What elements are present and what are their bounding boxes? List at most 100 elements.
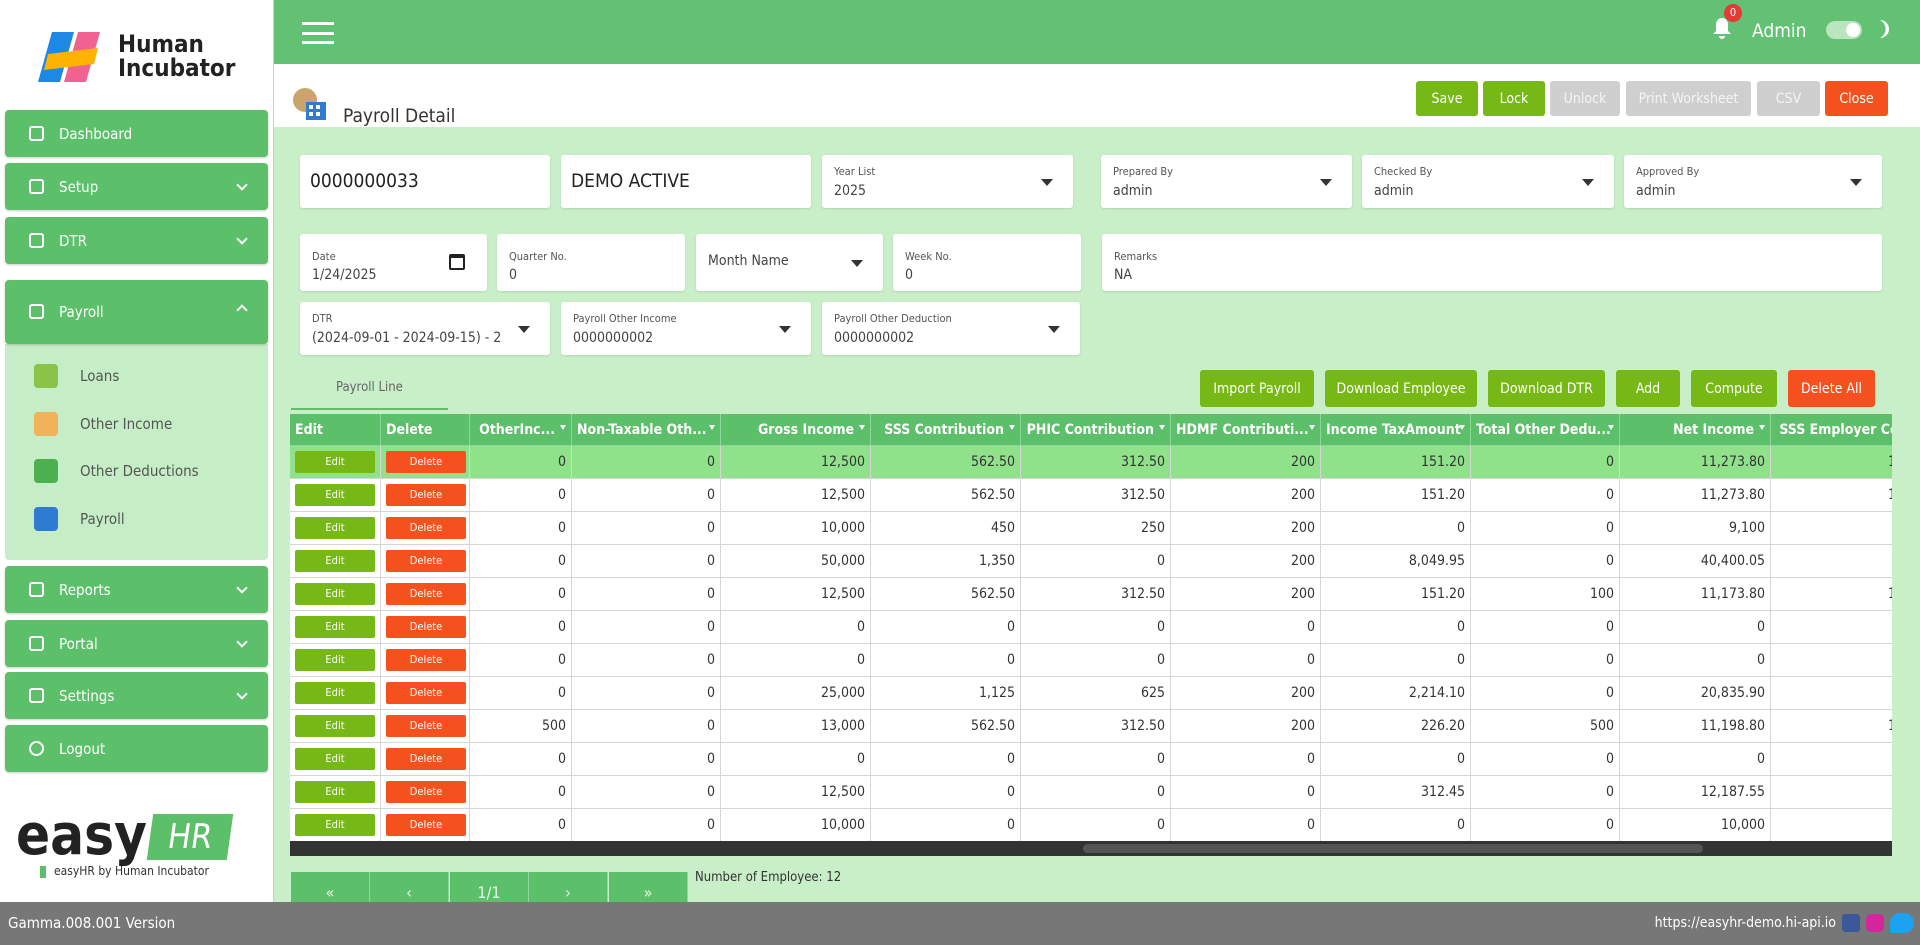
delete-button[interactable]: Delete [386, 814, 466, 836]
table-action[interactable]: Import Payroll [1200, 370, 1314, 407]
form-field[interactable]: Approved By admin [1624, 155, 1882, 208]
name-input[interactable]: DEMO ACTIVE [561, 155, 811, 208]
form-field[interactable]: Prepared By admin [1101, 155, 1352, 208]
form-field[interactable]: Year List 2025 [822, 155, 1073, 208]
column-header[interactable]: HDMF Contributi... [1171, 414, 1321, 446]
menu-item[interactable]: Portal [5, 620, 268, 667]
form-field[interactable]: Date 1/24/2025 [300, 234, 487, 291]
code-input[interactable]: 0000000033 [300, 155, 550, 208]
edit-button[interactable]: Edit [295, 616, 375, 638]
delete-cell: Delete [381, 479, 470, 512]
edit-button[interactable]: Edit [295, 484, 375, 506]
user-name[interactable]: Admin [1752, 20, 1807, 42]
table-cell: 312.50 [1021, 479, 1171, 512]
submenu-item[interactable]: Other Deductions [80, 462, 199, 480]
form-field[interactable]: DTR (2024-09-01 - 2024-09-15) - 2 [300, 302, 550, 355]
instagram-icon[interactable] [1866, 914, 1884, 932]
menu-item[interactable]: Reports [5, 566, 268, 613]
table-action[interactable]: Download Employee [1325, 370, 1477, 407]
edit-button[interactable]: Edit [295, 550, 375, 572]
delete-button[interactable]: Delete [386, 781, 466, 803]
menu-label: Reports [59, 580, 111, 599]
table-cell: 562.50 [871, 710, 1021, 743]
edit-button[interactable]: Edit [295, 649, 375, 671]
calendar-icon [449, 254, 465, 270]
column-header[interactable]: SSS Contribution [871, 414, 1021, 446]
column-header[interactable]: Gross Income [721, 414, 871, 446]
twitter-icon[interactable] [1890, 913, 1914, 933]
header-button[interactable]: Close [1825, 81, 1888, 116]
column-header[interactable]: Net Income [1620, 414, 1771, 446]
edit-button[interactable]: Edit [295, 517, 375, 539]
menu-icon [29, 179, 44, 194]
delete-button[interactable]: Delete [386, 484, 466, 506]
footer-url[interactable]: https://easyhr-demo.hi-api.io [1654, 915, 1836, 931]
hamburger[interactable] [302, 22, 334, 44]
edit-button[interactable]: Edit [295, 814, 375, 836]
submenu-item[interactable]: Loans [80, 367, 120, 385]
column-header[interactable]: Edit [290, 414, 381, 446]
column-header[interactable]: OtherInc... [470, 414, 572, 446]
delete-button[interactable]: Delete [386, 649, 466, 671]
header-button[interactable]: Print Worksheet [1626, 81, 1751, 116]
header-button[interactable]: Unlock [1550, 81, 1620, 116]
form-field[interactable]: Week No. 0 [893, 234, 1081, 291]
form-field[interactable]: Month Name [696, 234, 883, 291]
bell[interactable] [1711, 16, 1733, 40]
column-header[interactable]: SSS Employer Co... [1771, 414, 1892, 446]
form-field[interactable]: Payroll Other Deduction 0000000002 [822, 302, 1080, 355]
delete-button[interactable]: Delete [386, 682, 466, 704]
delete-button[interactable]: Delete [386, 748, 466, 770]
edit-button[interactable]: Edit [295, 715, 375, 737]
table-action[interactable]: Add [1616, 370, 1680, 407]
delete-button[interactable]: Delete [386, 715, 466, 737]
delete-button[interactable]: Delete [386, 517, 466, 539]
edit-button[interactable]: Edit [295, 451, 375, 473]
column-header[interactable]: Delete [381, 414, 470, 446]
delete-button[interactable]: Delete [386, 451, 466, 473]
table-action[interactable]: Download DTR [1488, 370, 1605, 407]
column-header[interactable]: Total Other Dedu... [1471, 414, 1620, 446]
edit-button[interactable]: Edit [295, 781, 375, 803]
table-cell: 0 [721, 611, 871, 644]
menu-item[interactable]: DTR [5, 217, 268, 264]
delete-button[interactable]: Delete [386, 583, 466, 605]
edit-cell: Edit [290, 479, 381, 512]
table-action[interactable]: Delete All [1788, 370, 1875, 407]
edit-button[interactable]: Edit [295, 583, 375, 605]
h-scrollbar[interactable] [290, 841, 1892, 856]
edit-button[interactable]: Edit [295, 748, 375, 770]
facebook-icon[interactable] [1842, 914, 1860, 932]
form-field[interactable]: Remarks NA [1102, 234, 1882, 291]
column-header[interactable]: Income TaxAmount [1321, 414, 1471, 446]
table-cell: 250 [1021, 512, 1171, 545]
table-action[interactable]: Compute [1691, 370, 1777, 407]
table-cell: 312.45 [1321, 776, 1471, 809]
menu-item[interactable]: Payroll [5, 280, 268, 344]
form-field[interactable]: Payroll Other Income 0000000002 [561, 302, 811, 355]
menu-item[interactable]: Logout [5, 725, 268, 772]
header-button[interactable]: Lock [1483, 81, 1545, 116]
column-header[interactable]: PHIC Contribution [1021, 414, 1171, 446]
header-button[interactable]: Save [1416, 81, 1478, 116]
form-field[interactable]: Checked By admin [1362, 155, 1614, 208]
theme-toggle[interactable] [1826, 21, 1862, 39]
submenu-item[interactable]: Other Income [80, 415, 173, 433]
form-field[interactable]: Quarter No. 0 [497, 234, 685, 291]
menu-item[interactable]: Dashboard [5, 110, 268, 157]
submenu-item[interactable]: Payroll [80, 510, 125, 528]
delete-button[interactable]: Delete [386, 616, 466, 638]
table-cell: 151.20 [1321, 446, 1471, 479]
column-header[interactable]: Non-Taxable Oth... [572, 414, 721, 446]
field-label: Approved By [1636, 165, 1700, 178]
edit-button[interactable]: Edit [295, 682, 375, 704]
chevron [236, 636, 248, 648]
chevron [236, 179, 248, 191]
delete-button[interactable]: Delete [386, 550, 466, 572]
menu-item[interactable]: Settings [5, 672, 268, 719]
table-cell: 12,500 [721, 446, 871, 479]
tab[interactable]: Payroll Line [336, 380, 403, 395]
menu-item[interactable]: Setup [5, 163, 268, 210]
header-button[interactable]: CSV [1757, 81, 1820, 116]
table-cell: 0 [572, 710, 721, 743]
